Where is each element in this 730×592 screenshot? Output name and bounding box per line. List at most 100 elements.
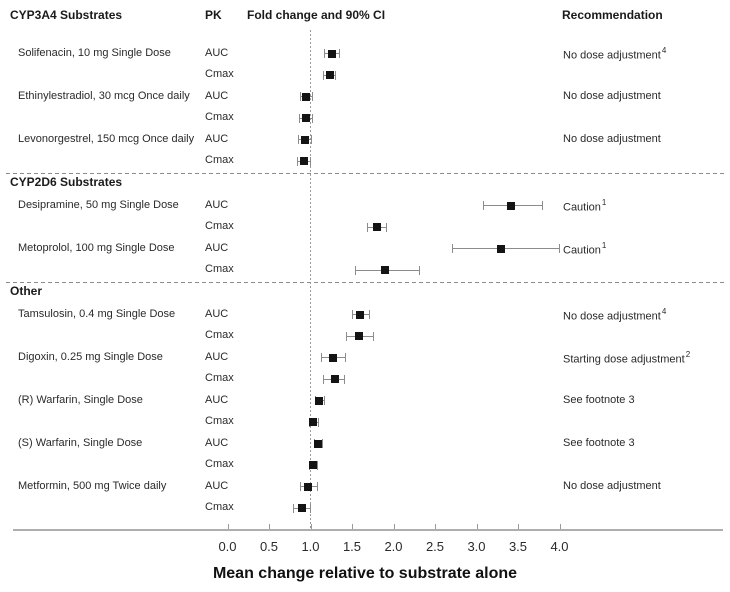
ci-cap-low — [322, 374, 324, 384]
axis-tick — [435, 524, 436, 529]
ci-cap-low — [299, 92, 301, 102]
ci-cap-low — [298, 135, 300, 145]
ci-cap-high — [316, 460, 318, 470]
ci-cap-high — [317, 417, 319, 427]
section-title: CYP2D6 Substrates — [10, 175, 123, 189]
ci-cap-high — [311, 113, 313, 123]
ci-cap-high — [541, 201, 543, 211]
axis-tick — [518, 524, 519, 529]
recommendation-label: Caution1 — [563, 240, 607, 257]
section-divider — [6, 172, 727, 174]
point-estimate-marker — [299, 157, 308, 166]
ci-cap-high — [321, 439, 323, 449]
pk-label: AUC — [205, 89, 229, 102]
ci-cap-high — [344, 374, 346, 384]
drug-label: (S) Warfarin, Single Dose — [18, 436, 143, 449]
axis-tick-label: 4.0 — [550, 539, 569, 554]
axis-tick-label: 3.5 — [508, 539, 528, 554]
ci-cap-low — [297, 156, 299, 166]
ci-cap-high — [373, 331, 375, 341]
point-estimate-marker — [300, 135, 309, 144]
pk-label: AUC — [205, 46, 229, 59]
recommendation-footnote-sup: 4 — [661, 45, 667, 55]
ci-cap-high — [345, 353, 347, 363]
pk-label: AUC — [205, 132, 229, 145]
drug-label: (R) Warfarin, Single Dose — [18, 393, 143, 406]
ci-cap-high — [311, 135, 313, 145]
pk-label: Cmax — [205, 329, 234, 342]
axis-tick — [269, 524, 270, 529]
ci-cap-low — [483, 201, 485, 211]
pk-label: Cmax — [205, 372, 234, 385]
point-estimate-marker — [298, 504, 307, 513]
pk-label: Cmax — [205, 220, 234, 233]
point-estimate-marker — [381, 266, 390, 275]
recommendation-label: No dose adjustment — [563, 132, 661, 145]
axis-tick-label: 0.0 — [218, 539, 237, 554]
ci-cap-low — [346, 331, 348, 341]
drug-label: Metoprolol, 100 mg Single Dose — [18, 241, 175, 254]
recommendation-label: Starting dose adjustment2 — [563, 349, 691, 366]
point-estimate-marker — [328, 353, 337, 362]
point-estimate-marker — [304, 482, 312, 491]
drug-label: Ethinylestradiol, 30 mcg Once daily — [18, 89, 190, 102]
pk-label: Cmax — [205, 458, 234, 471]
axis-tick — [227, 524, 229, 529]
column-header-fold-change: Fold change and 90% CI — [247, 8, 386, 22]
ci-cap-high — [310, 503, 312, 513]
ci-cap-low — [451, 244, 453, 254]
reference-line — [310, 30, 311, 530]
pk-label: Cmax — [205, 501, 234, 514]
recommendation-label: See footnote 3 — [563, 393, 635, 406]
axis-tick — [393, 524, 395, 529]
ci-cap-high — [419, 265, 421, 275]
recommendation-label: No dose adjustment — [563, 89, 661, 102]
pk-label: AUC — [205, 198, 229, 211]
column-header-pk: PK — [205, 8, 222, 22]
ci-cap-low — [299, 482, 301, 492]
pk-label: AUC — [205, 241, 229, 254]
x-axis-title: Mean change relative to substrate alone — [212, 565, 518, 582]
ci-cap-low — [352, 310, 353, 320]
drug-label: Digoxin, 0.25 mg Single Dose — [18, 350, 163, 363]
section-title: Other — [10, 284, 43, 298]
axis-tick — [559, 524, 561, 529]
x-axis-line — [13, 529, 723, 531]
point-estimate-marker — [330, 375, 339, 384]
drug-label: Tamsulosin, 0.4 mg Single Dose — [18, 307, 176, 320]
point-estimate-marker — [314, 396, 323, 405]
ci-whisker — [451, 248, 560, 250]
drug-label: Metformin, 500 mg Twice daily — [18, 479, 167, 492]
ci-cap-high — [369, 310, 371, 320]
drug-label: Solifenacin, 10 mg Single Dose — [18, 46, 171, 59]
ci-cap-high — [338, 49, 340, 59]
pk-label: Cmax — [205, 154, 234, 167]
point-estimate-marker — [497, 244, 506, 253]
axis-tick — [310, 524, 312, 529]
ci-cap-high — [323, 396, 325, 406]
ci-cap-high — [335, 70, 337, 80]
recommendation-footnote-sup: 1 — [601, 197, 607, 207]
recommendation-label: No dose adjustment4 — [563, 306, 667, 323]
recommendation-label: Caution1 — [563, 197, 607, 214]
ci-cap-low — [323, 49, 325, 59]
point-estimate-marker — [507, 201, 516, 210]
axis-tick-label: 3.0 — [467, 539, 486, 554]
axis-tick-label: 2.0 — [384, 539, 403, 554]
pk-label: AUC — [205, 436, 229, 449]
point-estimate-marker — [308, 418, 317, 427]
recommendation-label: See footnote 3 — [563, 436, 635, 449]
ci-cap-low — [321, 353, 323, 363]
point-estimate-marker — [302, 92, 311, 101]
point-estimate-marker — [356, 310, 365, 319]
axis-tick-label: 0.5 — [259, 539, 279, 554]
ci-cap-high — [311, 92, 313, 102]
axis-tick — [476, 524, 478, 529]
point-estimate-marker — [372, 223, 381, 232]
recommendation-label: No dose adjustment4 — [563, 45, 667, 62]
drug-label: Desipramine, 50 mg Single Dose — [18, 198, 179, 211]
point-estimate-marker — [308, 461, 317, 470]
pk-label: Cmax — [205, 415, 234, 428]
ci-cap-high — [385, 222, 387, 232]
